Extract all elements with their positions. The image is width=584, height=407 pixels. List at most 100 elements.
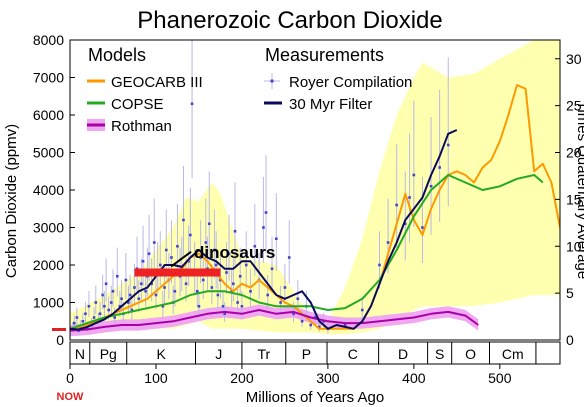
period-label: P [302, 346, 311, 362]
royer-point [360, 308, 364, 312]
y2-tick-label: 10 [566, 238, 582, 254]
x-tick-label: 200 [230, 370, 254, 386]
royer-point [240, 304, 244, 308]
royer-point [230, 289, 233, 293]
royer-point [182, 218, 185, 222]
royer-point [408, 196, 411, 199]
royer-point [249, 289, 252, 293]
x-tick-label: 400 [402, 370, 426, 386]
royer-point [98, 312, 102, 316]
royer-point [161, 304, 165, 308]
x-tick-label: 0 [66, 370, 74, 386]
period-label: Pg [100, 346, 117, 362]
royer-point [141, 259, 145, 263]
royer-point [343, 323, 347, 327]
chart-title: Phanerozoic Carbon Dioxide [137, 7, 443, 34]
geocarb-uncertainty-area [70, 40, 560, 335]
axes: 0100020003000400050006000700080000510152… [33, 32, 582, 386]
y-tick-label: 2000 [33, 257, 64, 273]
y2-tick-label: 0 [566, 332, 574, 348]
royer-point [72, 321, 76, 325]
royer-point [199, 256, 202, 259]
royer-point [219, 278, 222, 282]
royer-point [279, 301, 282, 304]
royer-point [101, 293, 104, 297]
royer-point [94, 301, 98, 304]
royer-point [189, 233, 192, 237]
royer-point [421, 226, 424, 229]
legend-entry: GEOCARB III [111, 74, 203, 91]
royer-point [103, 304, 106, 308]
royer-point [266, 293, 270, 297]
dinosaurs-label: dinosaurs [194, 243, 275, 262]
royer-point [170, 256, 173, 259]
legend: Models Measurements GEOCARB III COPSE Rothma… [87, 45, 412, 135]
y2-tick-label: 5 [566, 285, 574, 301]
royer-point [227, 252, 231, 256]
x-tick-label: 300 [316, 370, 340, 386]
royer-point [264, 211, 268, 214]
royer-point [309, 323, 313, 327]
royer-point [232, 282, 235, 286]
royer-point [317, 325, 321, 329]
royer-point [244, 263, 248, 267]
royer-point [429, 184, 433, 188]
royer-point [216, 293, 220, 297]
royer-point [197, 304, 201, 308]
x-axis-label: Millions of Years Ago [246, 389, 384, 406]
royer-point [438, 166, 441, 169]
royer-point [163, 286, 166, 289]
royer-point [133, 286, 136, 289]
royer-point [128, 293, 132, 297]
y-axis-label: Carbon Dioxide (ppmv) [3, 124, 20, 278]
royer-point [158, 263, 162, 267]
legend-measurements-heading: Measurements [265, 45, 384, 65]
royer-point [207, 222, 211, 226]
royer-point [104, 282, 108, 286]
royer-point [210, 286, 214, 289]
royer-point [221, 304, 225, 308]
y-tick-label: 1000 [33, 295, 64, 311]
royer-point [412, 173, 416, 177]
period-label: Tr [257, 346, 270, 362]
now-label: NOW [57, 391, 85, 403]
royer-point [201, 278, 205, 282]
period-label: N [75, 346, 85, 362]
royer-point [262, 226, 265, 229]
royer-point [164, 248, 168, 252]
royer-compilation-points [71, 40, 450, 336]
dinosaurs-bar [134, 268, 221, 277]
royer-point [75, 316, 79, 319]
legend-models-heading: Models [88, 45, 146, 65]
royer-point [127, 301, 130, 304]
x-tick-label: 100 [144, 370, 168, 386]
royer-point [213, 248, 216, 252]
30-myr-filter-line [70, 129, 458, 331]
royer-point [130, 308, 134, 312]
period-label: Cm [502, 346, 524, 362]
royer-point [236, 301, 239, 304]
dinosaurs-pointer [170, 250, 192, 268]
annotations: dinosaurs [52, 243, 275, 331]
legend-entry: COPSE [111, 96, 164, 113]
y-tick-label: 8000 [33, 32, 64, 48]
royer-point [446, 143, 450, 147]
legend-royer-point [270, 79, 274, 83]
period-label: D [398, 346, 408, 362]
y-tick-label: 4000 [33, 182, 64, 198]
y2-axis-label: Times Quaternary Average [574, 101, 584, 279]
royer-point [292, 312, 295, 316]
period-label: S [435, 346, 444, 362]
y-tick-label: 5000 [33, 145, 64, 161]
rothman-line [70, 309, 479, 332]
legend-entry: Rothman [111, 118, 172, 135]
royer-point [283, 286, 287, 289]
royer-point [214, 263, 218, 267]
royer-point [270, 267, 274, 271]
legend-entry: 30 Myr Filter [289, 96, 372, 113]
royer-point [107, 308, 110, 312]
period-label: J [215, 346, 222, 362]
royer-point [238, 274, 242, 278]
royer-point [150, 282, 153, 286]
royer-point [296, 297, 300, 301]
